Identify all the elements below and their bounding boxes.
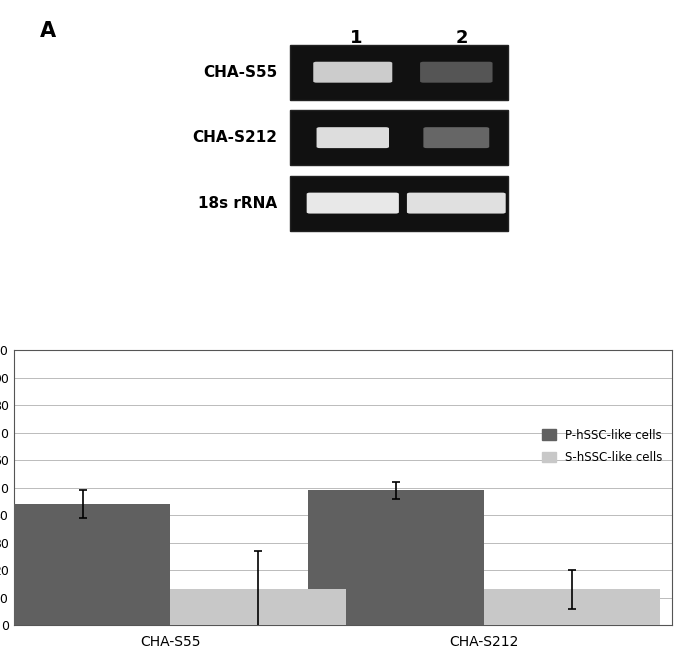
Text: CHA-S212: CHA-S212 [192, 130, 277, 145]
FancyBboxPatch shape [407, 193, 506, 213]
FancyBboxPatch shape [307, 193, 399, 213]
FancyBboxPatch shape [313, 62, 392, 82]
Bar [290, 45, 508, 100]
Text: 18s rRNA: 18s rRNA [198, 196, 277, 211]
FancyBboxPatch shape [316, 127, 389, 148]
Legend: P-hSSC-like cells, S-hSSC-like cells: P-hSSC-like cells, S-hSSC-like cells [538, 425, 666, 467]
Bar [290, 110, 508, 165]
Text: 2: 2 [455, 29, 468, 47]
Bar [484, 589, 660, 625]
Bar [0, 504, 170, 625]
Bar [170, 589, 346, 625]
Bar [290, 176, 508, 231]
Text: A: A [40, 21, 56, 41]
Text: 1: 1 [350, 29, 363, 47]
Bar [308, 490, 484, 625]
FancyBboxPatch shape [420, 62, 492, 82]
FancyBboxPatch shape [424, 127, 490, 148]
Text: CHA-S55: CHA-S55 [203, 65, 277, 80]
